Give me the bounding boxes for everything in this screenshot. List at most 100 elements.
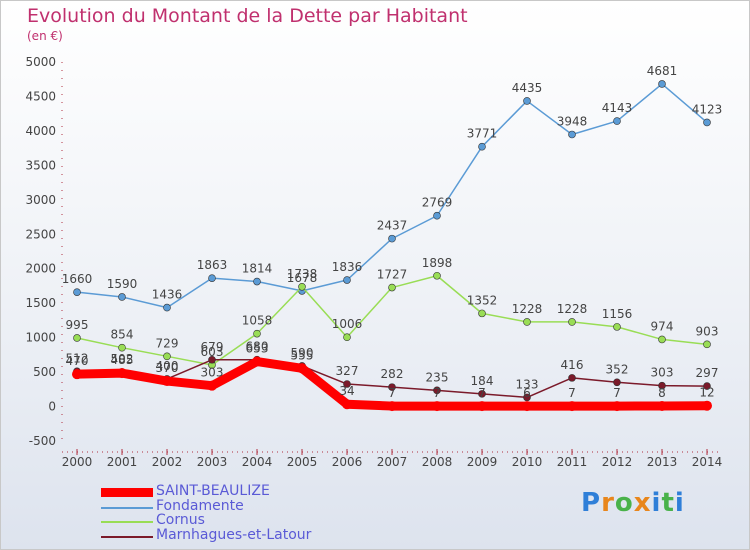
data-label-marnhagues-et-latour: 512 xyxy=(66,351,89,365)
unit-label: (en €) xyxy=(27,29,63,43)
x-tick-label: 2000 xyxy=(62,455,93,469)
data-label-marnhagues-et-latour: 282 xyxy=(381,367,404,381)
data-label-saint-beaulize: 6 xyxy=(523,386,531,400)
data-label-saint-beaulize: 7 xyxy=(388,386,396,400)
data-point-saint-beaulize xyxy=(207,380,217,391)
data-point-marnhagues-et-latour xyxy=(433,386,441,395)
y-tick-label: 2000 xyxy=(25,262,56,276)
legend-label: Fondamente xyxy=(156,497,244,514)
data-point-cornus xyxy=(613,323,621,331)
x-tick-label: 2004 xyxy=(242,455,273,469)
data-label-cornus: 1228 xyxy=(512,302,543,316)
data-point-fondamente xyxy=(613,117,621,125)
data-point-saint-beaulize xyxy=(387,401,397,412)
legend-swatch xyxy=(101,521,153,523)
x-tick-label: 2011 xyxy=(557,455,588,469)
logo-letter: P xyxy=(581,488,602,518)
data-label-saint-beaulize: 7 xyxy=(613,386,621,400)
x-tick-label: 2007 xyxy=(377,455,408,469)
legend-label: Marnhagues-et-Latour xyxy=(156,526,312,543)
data-point-fondamente xyxy=(73,288,81,296)
data-point-saint-beaulize xyxy=(342,399,352,410)
data-label-cornus: 995 xyxy=(66,318,89,332)
y-tick-label: 500 xyxy=(33,365,56,379)
data-point-marnhagues-et-latour xyxy=(478,390,486,398)
data-label-fondamente: 3771 xyxy=(467,127,498,141)
data-point-marnhagues-et-latour xyxy=(568,374,576,382)
y-tick-label: 1000 xyxy=(25,331,56,345)
data-point-marnhagues-et-latour xyxy=(523,393,531,402)
data-label-fondamente: 1660 xyxy=(62,272,93,286)
data-point-marnhagues-et-latour xyxy=(613,378,621,387)
data-point-cornus xyxy=(343,333,351,342)
data-label-saint-beaulize: 555 xyxy=(291,348,314,362)
data-label-saint-beaulize: 303 xyxy=(201,366,224,380)
chart-title: Evolution du Montant de la Dette par Hab… xyxy=(27,5,468,27)
data-label-fondamente: 2437 xyxy=(377,219,408,233)
y-tick-label: 5000 xyxy=(25,55,56,69)
logo-letter: i xyxy=(651,488,662,518)
data-label-cornus: 854 xyxy=(111,328,134,342)
data-label-cornus: 1156 xyxy=(602,307,633,321)
data-label-fondamente: 1814 xyxy=(242,262,273,276)
data-point-saint-beaulize xyxy=(432,401,442,412)
data-point-saint-beaulize xyxy=(567,401,577,412)
data-point-cornus xyxy=(388,283,396,292)
data-label-saint-beaulize: 470 xyxy=(66,354,89,368)
data-label-fondamente: 3948 xyxy=(557,114,588,128)
data-point-fondamente xyxy=(433,211,441,220)
legend-swatch xyxy=(101,535,153,538)
data-label-marnhagues-et-latour: 235 xyxy=(426,370,449,384)
data-label-cornus: 1352 xyxy=(467,293,498,307)
data-point-fondamente xyxy=(523,97,531,105)
data-label-marnhagues-et-latour: 400 xyxy=(156,359,179,373)
x-tick-label: 2010 xyxy=(512,455,543,469)
data-point-fondamente xyxy=(253,277,261,286)
x-tick-label: 2003 xyxy=(197,455,228,469)
data-point-saint-beaulize xyxy=(477,401,487,412)
data-label-saint-beaulize: 7 xyxy=(478,386,486,400)
x-tick-label: 2012 xyxy=(602,455,633,469)
data-point-cornus xyxy=(298,282,306,291)
data-label-saint-beaulize: 485 xyxy=(111,353,134,367)
data-point-fondamente xyxy=(118,293,126,301)
legend-swatch xyxy=(101,506,153,509)
legend-label: Cornus xyxy=(156,512,205,528)
data-label-marnhagues-et-latour: 303 xyxy=(651,366,674,380)
data-point-marnhagues-et-latour xyxy=(658,381,666,390)
data-point-saint-beaulize xyxy=(72,369,82,380)
logo-letter: o xyxy=(614,488,634,518)
data-label-marnhagues-et-latour: 680 xyxy=(246,340,269,354)
data-point-marnhagues-et-latour xyxy=(343,380,351,388)
data-point-cornus xyxy=(523,318,531,326)
y-tick-label: 4500 xyxy=(25,89,56,103)
y-tick-label: 0 xyxy=(48,400,56,414)
y-tick-label: 4000 xyxy=(25,124,56,138)
data-label-cornus: 1058 xyxy=(242,314,273,328)
data-point-cornus xyxy=(703,340,711,349)
x-tick-label: 2001 xyxy=(107,455,138,469)
data-point-cornus xyxy=(253,329,261,338)
data-point-fondamente xyxy=(478,142,486,151)
data-label-cornus: 1898 xyxy=(422,256,453,270)
data-label-cornus: 603 xyxy=(201,345,224,359)
logo-letter: x xyxy=(633,488,652,518)
y-tick-label: 3500 xyxy=(25,158,56,172)
x-tick-label: 2006 xyxy=(332,455,363,469)
x-tick-label: 2014 xyxy=(692,455,723,469)
data-label-fondamente: 1863 xyxy=(197,258,228,272)
data-label-fondamente: 1590 xyxy=(107,277,138,291)
data-point-saint-beaulize xyxy=(162,376,172,387)
x-tick-label: 2008 xyxy=(422,455,453,469)
data-point-saint-beaulize xyxy=(522,401,532,412)
data-label-fondamente: 4143 xyxy=(602,101,633,115)
data-label-saint-beaulize: 7 xyxy=(568,386,576,400)
data-label-marnhagues-et-latour: 133 xyxy=(516,377,539,391)
data-label-cornus: 1228 xyxy=(557,302,588,316)
data-point-cornus xyxy=(568,318,576,326)
data-point-fondamente xyxy=(163,303,171,312)
data-label-saint-beaulize: 653 xyxy=(246,342,269,356)
data-label-fondamente: 1836 xyxy=(332,260,363,274)
